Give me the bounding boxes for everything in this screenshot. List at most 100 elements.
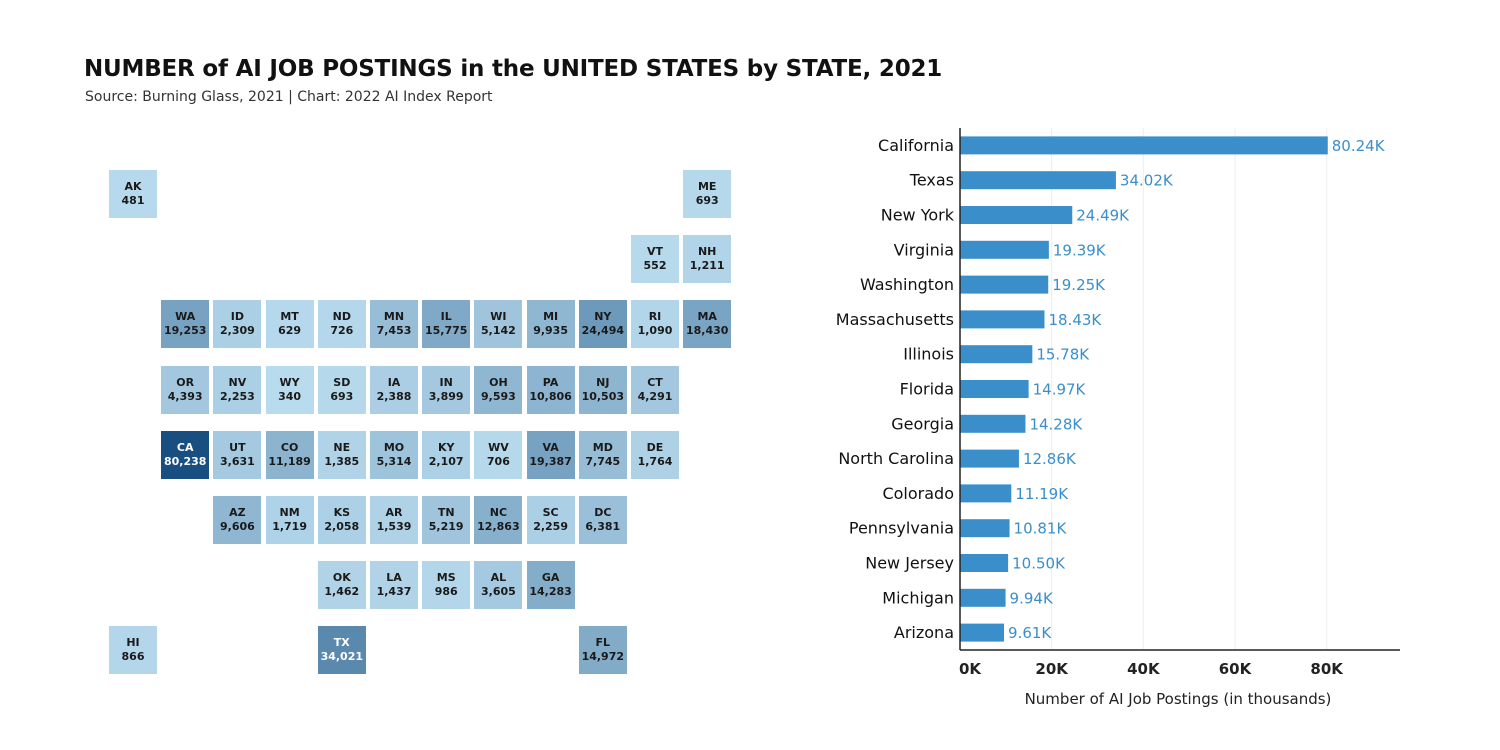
state-abbr: OR	[176, 375, 195, 389]
category-label: Pennsylvania	[849, 519, 954, 538]
state-value: 986	[434, 585, 458, 599]
state-abbr: MS	[436, 571, 456, 585]
state-abbr: KY	[437, 440, 455, 454]
value-label: 19.25K	[1052, 276, 1106, 294]
state-value: 340	[278, 389, 302, 403]
value-label: 12.86K	[1023, 450, 1077, 468]
value-label: 14.28K	[1029, 415, 1083, 433]
state-tile-ri: RI 1,090	[631, 300, 679, 349]
state-value: 19,387	[529, 454, 572, 468]
value-label: 80.24K	[1332, 137, 1386, 155]
state-abbr: DC	[594, 506, 612, 519]
state-tile-ks: KS 2,058	[317, 496, 366, 544]
state-value: 15,775	[424, 324, 468, 338]
state-value: 12,863	[477, 520, 520, 533]
value-label: 24.49K	[1076, 207, 1130, 225]
state-value: 629	[278, 324, 302, 338]
state-tile-nm: NM 1,719	[265, 496, 314, 544]
value-label: 10.81K	[1014, 520, 1068, 538]
state-abbr: PA	[542, 375, 559, 389]
state-abbr: DE	[646, 440, 664, 454]
state-value: 866	[121, 650, 145, 664]
state-tile-tn: TN 5,219	[422, 496, 471, 544]
state-value: 9,606	[219, 520, 255, 533]
state-tile-me: ME 693	[683, 170, 732, 218]
state-tile-ut: UT 3,631	[213, 430, 262, 479]
state-value: 5,314	[376, 454, 412, 468]
category-label: Texas	[909, 171, 954, 190]
state-tile-hi: HI 866	[109, 626, 157, 675]
value-label: 10.50K	[1012, 555, 1066, 573]
category-label: Massachusetts	[836, 310, 954, 329]
x-axis-title: Number of AI Job Postings (in thousands)	[1025, 690, 1332, 708]
state-tile-co: CO 11,189	[265, 430, 314, 479]
state-tile-nh: NH 1,211	[683, 235, 732, 284]
state-abbr: ME	[697, 180, 717, 193]
state-abbr: MO	[383, 440, 405, 454]
bar-arizona	[960, 623, 1005, 642]
x-tick-label: 60K	[1219, 660, 1253, 678]
state-abbr: ID	[230, 310, 244, 324]
category-label: Michigan	[882, 588, 954, 607]
x-tick-label: 20K	[1035, 660, 1069, 678]
state-tile-in: IN 3,899	[422, 365, 471, 414]
state-abbr: FL	[595, 636, 611, 650]
bar-texas	[960, 171, 1116, 190]
state-value: 4,291	[637, 389, 673, 403]
state-tile-sc: SC 2,259	[526, 496, 575, 544]
state-tile-ct: CT 4,291	[631, 365, 679, 414]
state-abbr: SD	[333, 375, 351, 389]
category-label: Arizona	[894, 623, 954, 642]
state-value: 2,253	[219, 389, 255, 403]
bar-massachusetts	[960, 310, 1045, 329]
state-tile-mi: MI 9,935	[526, 300, 575, 349]
state-abbr: NY	[594, 310, 612, 324]
state-value: 2,309	[219, 324, 255, 338]
state-value: 1,462	[324, 585, 360, 599]
bar-washington	[960, 275, 1049, 294]
state-value: 10,806	[529, 389, 572, 403]
state-value: 693	[695, 194, 719, 207]
x-tick-label: 80K	[1310, 660, 1344, 678]
state-abbr: VT	[646, 245, 664, 259]
state-tile-va: VA 19,387	[526, 430, 575, 479]
chart-subtitle: Source: Burning Glass, 2021 | Chart: 202…	[85, 89, 493, 105]
state-tile-md: MD 7,745	[578, 430, 627, 479]
state-tile-pa: PA 10,806	[526, 365, 575, 414]
bar-colorado	[960, 484, 1012, 503]
value-label: 34.02K	[1120, 172, 1174, 190]
value-label: 9.61K	[1008, 624, 1052, 642]
category-label: North Carolina	[838, 449, 954, 468]
state-tile-ma: MA 18,430	[683, 300, 732, 349]
state-value: 7,453	[376, 324, 412, 338]
bar-pennsylvania	[960, 519, 1010, 538]
bar-florida	[960, 380, 1029, 398]
category-label: New York	[881, 206, 955, 225]
state-tile-wa: WA 19,253	[161, 300, 210, 349]
state-value: 24,494	[581, 324, 625, 338]
state-value: 706	[486, 454, 510, 468]
state-value: 6,381	[585, 520, 621, 533]
state-abbr: OK	[332, 571, 351, 585]
state-value: 19,253	[163, 324, 207, 338]
state-value: 34,021	[320, 650, 364, 664]
state-value: 4,393	[167, 389, 203, 403]
state-tile-nd: ND 726	[317, 300, 366, 349]
state-abbr: AL	[490, 571, 507, 585]
state-value: 10,503	[581, 389, 625, 403]
state-value: 3,631	[219, 454, 255, 468]
bar-michigan	[960, 588, 1006, 607]
state-abbr: AK	[124, 180, 142, 193]
state-tile-dc: DC 6,381	[578, 496, 627, 544]
state-tile-de: DE 1,764	[631, 430, 679, 479]
state-abbr: WV	[488, 440, 509, 454]
state-tile-map: AK 481 ME 693 VT 552 NH 1,211 WA 19,253 ID 2,309 MT 6…	[109, 170, 732, 675]
state-tile-il: IL 15,775	[422, 300, 471, 349]
state-abbr: LA	[386, 571, 402, 585]
state-tile-nj: NJ 10,503	[578, 365, 627, 414]
state-value: 80,238	[163, 454, 207, 468]
state-abbr: CA	[176, 440, 194, 454]
state-abbr: NJ	[596, 375, 610, 389]
state-tile-ne: NE 1,385	[317, 430, 366, 479]
state-value: 9,935	[533, 324, 568, 338]
